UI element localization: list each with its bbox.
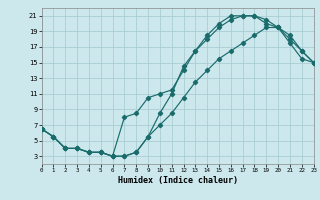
X-axis label: Humidex (Indice chaleur): Humidex (Indice chaleur) (118, 176, 237, 185)
